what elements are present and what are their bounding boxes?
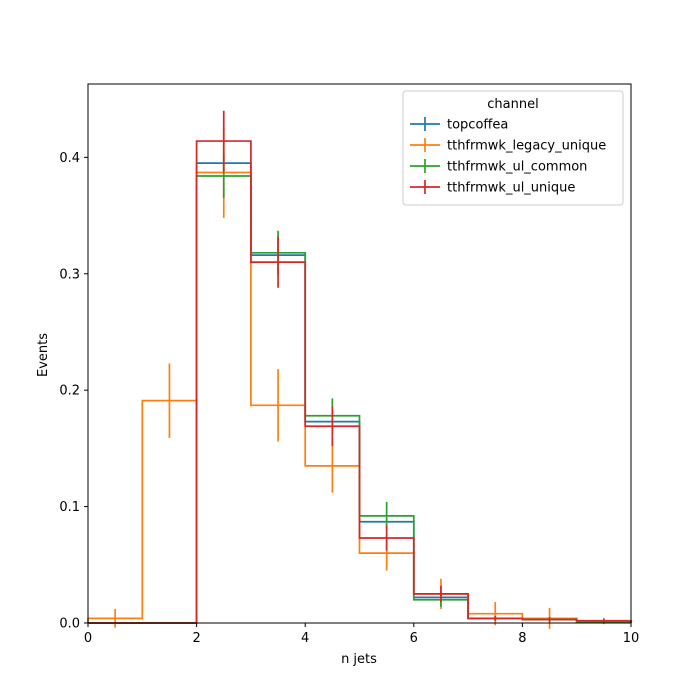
legend-item: tthfrmwk_ul_unique <box>410 180 575 196</box>
y-axis-label: Events <box>36 333 51 377</box>
legend: channel topcoffea tthfrmwk_legacy_uniquett… <box>402 90 624 206</box>
legend-label: tthfrmwk_ul_unique <box>447 181 575 196</box>
legend-box <box>402 90 624 206</box>
x-tick-label: 0 <box>84 631 92 646</box>
axes-frame <box>87 83 632 624</box>
x-tick-label: 4 <box>301 631 309 646</box>
y-tick-label: 0.4 <box>59 151 80 166</box>
legend-title: channel <box>487 97 538 112</box>
legend-item: topcoffea <box>410 117 508 133</box>
axes-layer: 0 2 4 6 8 10 0.0 0.1 0.2 0.3 0.4 <box>59 83 640 646</box>
legend-label: tthfrmwk_legacy_unique <box>447 139 606 154</box>
x-axis-label: n jets <box>341 652 377 667</box>
x-tick-label: 10 <box>623 631 640 646</box>
legend-label: tthfrmwk_ul_common <box>447 160 587 175</box>
y-tick-label: 0.0 <box>59 617 80 632</box>
series-tthfrmwk_ul_unique <box>88 110 632 624</box>
y-tick-label: 0.1 <box>59 500 80 515</box>
y-tick-label: 0.3 <box>59 267 80 282</box>
legend-label: topcoffea <box>447 118 508 133</box>
x-tick-label: 6 <box>410 631 418 646</box>
series-layer <box>87 110 632 629</box>
legend-item: tthfrmwk_ul_common <box>410 159 587 175</box>
y-tick-label: 0.2 <box>59 384 80 399</box>
x-tick-label: 2 <box>192 631 200 646</box>
x-tick-label: 8 <box>518 631 526 646</box>
legend-item: tthfrmwk_legacy_unique <box>410 138 606 154</box>
